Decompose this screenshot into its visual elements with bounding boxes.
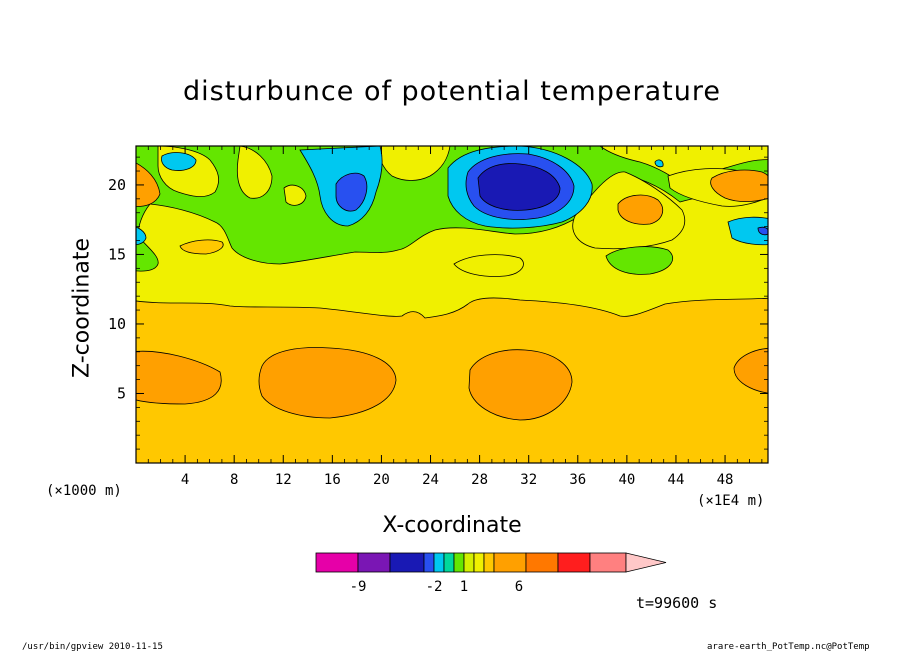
cyan-dot-top-right — [654, 159, 664, 168]
colorbar-swatch — [483, 552, 495, 573]
colorbar-swatch — [443, 552, 455, 573]
x-tick-label: 24 — [422, 472, 439, 488]
colorbar-label: -9 — [350, 579, 367, 595]
orange-pocket-right — [710, 169, 768, 202]
colorbar-swatch — [315, 552, 359, 573]
x-tick-label: 20 — [373, 472, 390, 488]
colorbar-swatch — [493, 552, 527, 573]
deep-blue-region-center — [477, 163, 561, 211]
timestamp-label: t=99600 s — [636, 594, 718, 612]
x-axis-label: X-coordinate — [382, 513, 522, 538]
colorbar-swatch — [433, 552, 445, 573]
colorbar-swatch — [557, 552, 591, 573]
colorbar-swatch — [389, 552, 425, 573]
chart-title: disturbunce of potential temperature — [183, 76, 721, 107]
green-pocket-right — [605, 246, 673, 275]
cyan-region-right — [727, 216, 768, 246]
plot-frame — [135, 145, 769, 464]
y-tick-group: 5 10 15 20 — [108, 156, 768, 450]
x-tick-label: 12 — [275, 472, 292, 488]
colorbar-swatch — [589, 552, 627, 573]
yellow-orange-small — [179, 239, 224, 255]
blue-region-center-left — [335, 172, 368, 212]
footer-right: arare-earth_PotTemp.nc@PotTemp — [707, 642, 870, 652]
yellow-pocket-mid — [453, 254, 524, 277]
x-tick-label: 16 — [324, 472, 341, 488]
x-tick-label: 8 — [230, 472, 238, 488]
colorbar-label: -2 — [426, 579, 443, 595]
warm-blob-left — [136, 350, 222, 405]
y-tick-label: 5 — [117, 384, 126, 402]
colorbar-swatch — [525, 552, 559, 573]
x-tick-label: 4 — [181, 472, 189, 488]
x-tick-label: 36 — [569, 472, 586, 488]
colorbar-swatch — [463, 552, 475, 573]
colorbar-swatch — [473, 552, 485, 573]
x-tick-label: 44 — [668, 472, 685, 488]
x-tick-label: 48 — [717, 472, 734, 488]
blue-dot-right — [757, 226, 768, 236]
colorbar-swatch — [357, 552, 391, 573]
top-yellow-pocket-b — [236, 146, 273, 199]
warm-blob-center-left — [258, 347, 397, 419]
y-tick-label: 10 — [108, 315, 126, 333]
y-tick-label: 15 — [108, 245, 126, 263]
warm-blob-right — [733, 347, 768, 394]
footer-left: /usr/bin/gpview 2010-11-15 — [22, 642, 163, 652]
orange-pocket-left — [136, 162, 161, 207]
top-yellow-pocket-c — [283, 184, 307, 206]
x-unit-left: (×1000 m) — [46, 483, 122, 499]
colorbar-swatch — [423, 552, 435, 573]
warm-blob-center — [468, 349, 573, 421]
x-tick-label: 32 — [520, 472, 537, 488]
x-unit-right: (×1E4 m) — [697, 493, 765, 509]
x-tick-label: 28 — [471, 472, 488, 488]
colorbar-arrow — [625, 552, 667, 573]
colorbar-label: 6 — [515, 579, 523, 595]
y-axis-label: Z-coordinate — [69, 238, 95, 378]
colorbar-swatch — [453, 552, 465, 573]
orange-pocket-mid-right — [617, 194, 664, 225]
colorbar: -9 -2 1 6 — [315, 552, 667, 595]
cyan-region-left — [161, 152, 197, 171]
x-tick-group: 4 8 12 16 20 24 28 32 36 40 44 48 — [147, 146, 763, 488]
colorbar-label: 1 — [460, 579, 468, 595]
x-tick-label: 40 — [618, 472, 635, 488]
y-tick-label: 20 — [108, 176, 126, 194]
